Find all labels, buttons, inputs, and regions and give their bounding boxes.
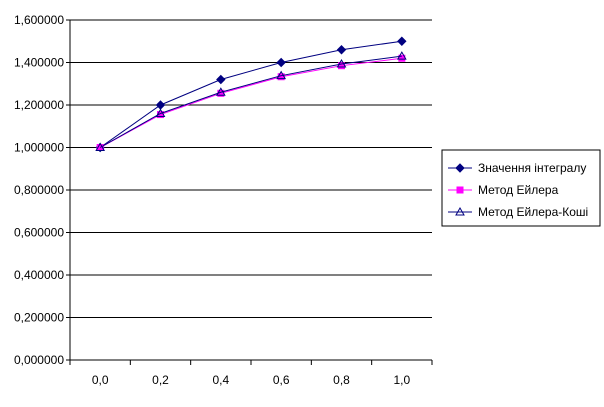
y-tick-label: 0,600000 <box>14 226 64 240</box>
y-tick-labels: 0,000000 0,200000 0,400000 0,600000 0,800000… <box>14 13 64 367</box>
y-tick-label: 1,400000 <box>14 56 64 70</box>
legend-marker <box>455 163 465 173</box>
legend: Значення інтегралу Метод Ейлера Метод Ейле… <box>441 149 601 227</box>
x-tick-label: 0,6 <box>273 373 290 387</box>
y-tick-label: 0,200000 <box>14 311 64 325</box>
x-tick-label: 0,2 <box>152 373 169 387</box>
y-tick-label: 0,800000 <box>14 183 64 197</box>
axes <box>66 19 433 365</box>
x-tick-labels: 0,0 0,2 0,4 0,6 0,8 1,0 <box>92 373 411 387</box>
series-line <box>99 57 402 148</box>
data-point <box>336 58 347 68</box>
data-point <box>155 100 166 110</box>
x-tick-label: 0,0 <box>92 373 109 387</box>
data-point <box>216 74 226 85</box>
x-tick-label: 0,4 <box>212 373 229 387</box>
legend-entry: Метод Ейлера-Коші <box>448 205 588 219</box>
x-tick-label: 0,8 <box>333 373 350 387</box>
data-point <box>396 51 407 60</box>
legend-label: Метод Ейлера-Коші <box>478 205 588 219</box>
y-tick-label: 0,400000 <box>14 268 64 282</box>
y-tick-label: 1,600000 <box>14 13 64 27</box>
y-tick-label: 0,000000 <box>14 353 64 367</box>
legend-box <box>441 149 601 227</box>
series-2 <box>95 51 407 151</box>
gridlines <box>70 19 432 318</box>
series-line <box>99 55 402 148</box>
legend-entry: Метод Ейлера <box>448 183 559 197</box>
data-point <box>155 108 166 117</box>
y-tick-label: 1,200000 <box>14 98 64 112</box>
legend-marker <box>455 206 465 216</box>
data-point <box>397 36 407 46</box>
data-point <box>276 57 286 68</box>
series-0 <box>95 36 407 153</box>
legend-label: Значення інтегралу <box>478 161 586 175</box>
series-line <box>99 40 402 148</box>
y-tick-label: 1,000000 <box>14 141 64 155</box>
data-point <box>276 70 287 80</box>
data-point <box>95 142 106 151</box>
series-group <box>95 36 407 153</box>
data-point <box>336 45 347 55</box>
legend-marker <box>456 186 464 194</box>
series-1 <box>96 54 406 151</box>
data-point <box>215 87 226 96</box>
legend-entry: Значення інтегралу <box>448 161 586 175</box>
legend-label: Метод Ейлера <box>478 183 559 197</box>
x-tick-label: 1,0 <box>393 373 410 387</box>
